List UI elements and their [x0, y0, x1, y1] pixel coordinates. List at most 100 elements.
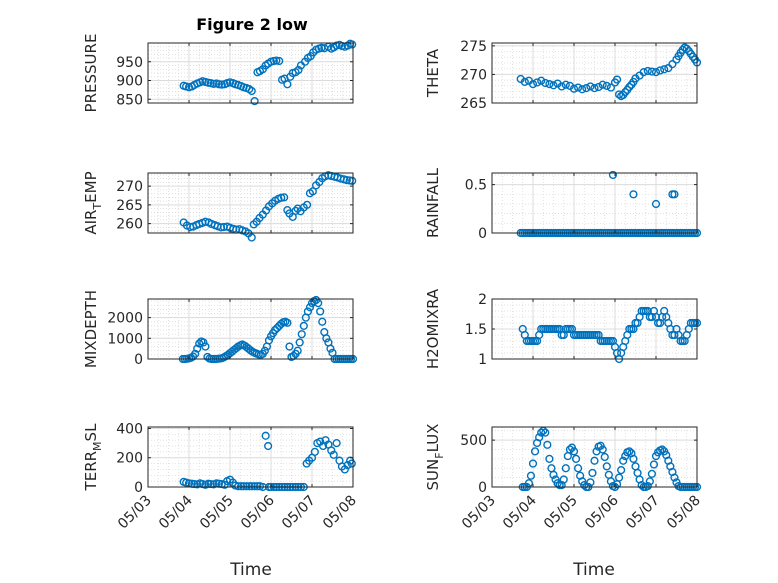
y-tick-label: 2 [478, 292, 487, 308]
data-point [299, 321, 308, 330]
data-point [643, 66, 652, 76]
y-tick-label: 270 [460, 67, 487, 83]
data-point [532, 78, 542, 87]
data-point [617, 466, 626, 475]
y-tick-label: 0 [478, 480, 487, 496]
data-point [264, 441, 273, 451]
y-tick-label: 265 [460, 96, 487, 112]
data-point [272, 56, 281, 65]
data-point [526, 471, 536, 480]
x-tick-label: 05/07 [623, 493, 663, 533]
axes-box [147, 172, 354, 234]
data-point [297, 330, 306, 339]
data-point [310, 447, 319, 456]
data-point [535, 433, 544, 442]
data-point [347, 459, 356, 468]
data-point [195, 339, 204, 348]
y-tick-label: 275 [460, 39, 487, 55]
data-point [614, 473, 624, 482]
data-point [561, 80, 570, 89]
data-point [647, 67, 657, 76]
data-point [271, 325, 280, 335]
data-point [586, 478, 595, 487]
data-point [588, 468, 597, 478]
data-point [619, 456, 628, 465]
y-tick-label: 0.5 [465, 178, 487, 194]
data-point [655, 66, 665, 75]
data-point [569, 84, 579, 93]
y-tick-label: 2000 [107, 311, 143, 327]
data-point [293, 346, 302, 355]
data-point [295, 338, 304, 347]
data-point [651, 199, 661, 209]
data-point [625, 447, 634, 456]
subplot-sun-flux: 0 500 05/03 05/04 05/05 05/06 05/07 05/08 SUNFLU… [424, 424, 704, 533]
subplot-theta: 265 270 275 THETA [424, 39, 702, 112]
y-tick-label: 1 [478, 352, 487, 368]
subplot-h2omixra: 1 1.5 2 H2OMIXRA [424, 288, 702, 369]
y-tick-label: 400 [116, 421, 143, 437]
data-point [612, 75, 622, 84]
data-point [348, 40, 357, 49]
axes-box [491, 42, 698, 104]
data-point [280, 193, 289, 202]
data-point [670, 190, 679, 199]
data-point [625, 82, 634, 92]
data-point [291, 206, 300, 215]
data-point [264, 336, 274, 345]
x-tick-label: 05/03 [115, 493, 155, 533]
data-point [598, 80, 607, 89]
y-tick-label: 900 [116, 74, 143, 90]
data-point [246, 346, 255, 355]
data-point [314, 299, 323, 308]
data-point [316, 307, 325, 316]
subplot-air-temp: 260 265 270 AIRTEMP [82, 171, 357, 242]
x-tick-label: 05/04 [500, 492, 540, 532]
data-point [602, 462, 611, 471]
x-tick-label: 05/07 [279, 493, 319, 533]
data-point [643, 481, 652, 491]
subplot-pressure: 850 900 950 PRESSURE [82, 34, 357, 112]
data-point [250, 97, 259, 106]
subplot-rainfall: 0 0.5 RAINFALL [424, 167, 702, 242]
y-tick-label: 0 [134, 352, 143, 368]
data-point [573, 464, 583, 473]
y-axis-label: THETA [424, 48, 442, 98]
subplot-terr-msl: 0 200 400 05/03 05/04 05/05 05/06 05/07 05/08 TER… [82, 421, 360, 532]
data-point [649, 460, 659, 469]
data-point [318, 317, 327, 326]
y-tick-label: 265 [116, 198, 143, 214]
data-point [520, 77, 529, 86]
x-tick-label: 05/08 [664, 493, 704, 533]
data-point [549, 470, 558, 479]
data-point [651, 68, 661, 77]
data-point [348, 176, 357, 185]
y-tick-label: 850 [116, 92, 143, 108]
data-point [557, 82, 566, 91]
data-point [193, 344, 202, 353]
data-point [343, 460, 352, 470]
data-point [329, 450, 338, 459]
data-point [283, 318, 292, 327]
data-point [573, 83, 583, 92]
data-point [594, 82, 603, 92]
x-tick-label: 05/04 [156, 492, 196, 532]
data-point [559, 475, 568, 484]
data-point [302, 200, 312, 209]
data-point [260, 346, 269, 355]
x-tick-label: 05/05 [197, 493, 237, 533]
data-point [647, 469, 657, 478]
data-point [621, 88, 630, 97]
data-point [342, 176, 351, 185]
data-point [322, 334, 331, 343]
y-tick-label: 260 [116, 217, 143, 233]
axes-box [147, 298, 354, 360]
data-point [234, 482, 243, 491]
axes-box [147, 42, 354, 104]
data-point [294, 65, 303, 75]
data-point [332, 438, 341, 448]
y-tick-label: 0 [134, 480, 143, 496]
x-axis-label-left: Time [229, 560, 272, 580]
data-point [565, 445, 575, 454]
axes-box [147, 426, 354, 488]
